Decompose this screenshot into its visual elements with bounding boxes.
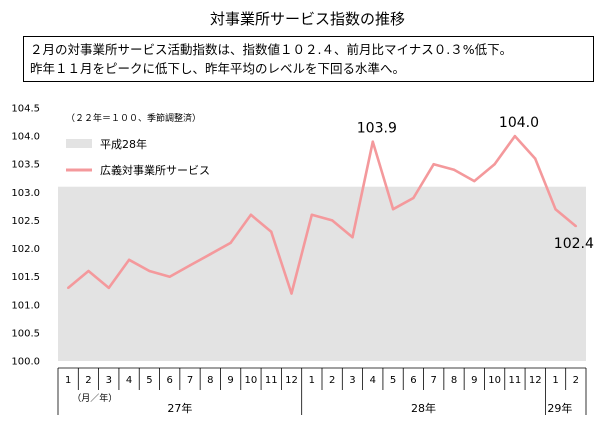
x-tick-label: 12 [529,375,542,386]
x-tick-label: 10 [488,375,501,386]
data-point [330,219,334,222]
data-point [310,213,314,217]
year-label: 29年 [547,401,572,415]
data-point [432,163,435,166]
x-tick-label: 12 [285,375,298,386]
y-tick-label: 100.0 [11,357,40,368]
year-label: 28年 [411,401,436,415]
data-label: 102.4 [554,236,594,252]
y-tick-label: 103.5 [11,160,40,171]
x-tick-label: 7 [187,375,193,386]
data-point [493,163,496,166]
x-tick-label: 1 [65,375,71,386]
legend-swatch-band [66,139,92,148]
summary-box: ２月の対事業所サービス活動指数は、指数値１０２.４、前月比マイナス０.３%低下。… [23,36,594,82]
x-tick-label: 10 [245,375,258,386]
x-tick-label: 3 [349,375,355,386]
data-point [574,224,578,228]
x-tick-label: 11 [265,375,278,386]
y-tick-label: 101.5 [11,272,40,283]
x-axis-unit-label: （月／年） [72,392,117,404]
x-tick-label: 1 [309,375,315,386]
x-tick-label: 7 [431,375,437,386]
data-label: 104.0 [499,115,539,131]
data-point [412,196,415,200]
x-tick-label: 2 [85,375,91,386]
data-point [290,292,293,295]
x-tick-label: 6 [410,375,416,386]
x-tick-label: 8 [451,375,457,386]
chart-note: （２２年＝１００、季節調整済） [66,112,201,124]
data-point [473,179,476,183]
data-point [107,286,110,290]
band-area [58,186,586,361]
data-point [229,241,232,245]
x-tick-label: 9 [227,375,233,386]
data-point [371,140,374,143]
x-tick-label: 4 [370,375,376,386]
x-tick-label: 8 [207,375,213,386]
data-point [452,168,456,172]
x-tick-label: 11 [509,375,522,386]
data-point [188,264,192,267]
data-point [168,275,171,278]
y-tick-label: 100.5 [11,328,40,339]
chart-title: 対事業所サービス指数の推移 [209,10,405,28]
y-tick-label: 101.0 [11,300,40,311]
summary-line-1: ２月の対事業所サービス活動指数は、指数値１０２.４、前月比マイナス０.３%低下。 [30,42,513,57]
x-tick-label: 1 [552,375,558,386]
data-point [66,286,70,290]
data-point [351,236,354,239]
summary-line-2: 昨年１１月をピークに低下し、昨年平均のレベルを下回る水準へ。 [30,61,406,76]
data-point [554,208,557,211]
data-point [148,269,151,273]
data-point [87,269,90,273]
y-tick-label: 102.0 [11,244,40,255]
y-tick-label: 104.0 [11,132,40,143]
data-point [249,213,253,217]
data-point [391,208,395,211]
legend-label-band: 平成28年 [100,137,147,151]
data-point [127,258,131,261]
x-tick-label: 2 [329,375,335,386]
series-line [67,134,577,295]
legend-label-series: 広義対事業所サービス [100,163,210,177]
data-label: 103.9 [357,121,397,137]
data-point [513,134,517,138]
y-tick-label: 103.0 [11,188,40,199]
x-tick-label: 2 [573,375,579,386]
year-label: 27年 [167,401,192,415]
x-tick-label: 9 [471,375,477,386]
x-tick-label: 6 [167,375,173,386]
data-point [209,252,212,256]
data-point [534,157,537,160]
x-tick-label: 4 [126,375,132,386]
x-tick-label: 5 [146,375,152,386]
x-tick-label: 3 [106,375,112,386]
y-tick-label: 104.5 [11,104,40,115]
x-tick-label: 5 [390,375,396,386]
y-tick-label: 102.5 [11,216,40,227]
data-point [270,230,273,233]
